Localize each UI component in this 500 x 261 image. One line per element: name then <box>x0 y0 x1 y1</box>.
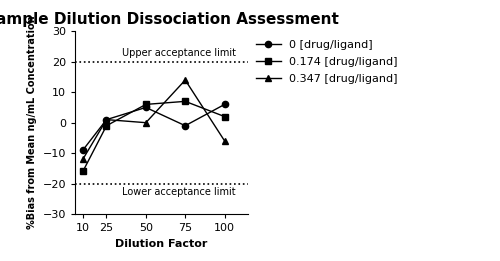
0.347 [drug/ligand] <box>182 79 188 82</box>
0.347 [drug/ligand] <box>80 158 86 161</box>
0.347 [drug/ligand] <box>104 118 110 121</box>
0 [drug/ligand] <box>104 118 110 121</box>
0.174 [drug/ligand] <box>182 100 188 103</box>
0 [drug/ligand] <box>182 124 188 127</box>
0.174 [drug/ligand] <box>143 103 149 106</box>
Legend: 0 [drug/ligand], 0.174 [drug/ligand], 0.347 [drug/ligand]: 0 [drug/ligand], 0.174 [drug/ligand], 0.… <box>252 35 402 88</box>
0.174 [drug/ligand] <box>222 115 228 118</box>
Line: 0 [drug/ligand]: 0 [drug/ligand] <box>80 101 228 153</box>
Title: Sample Dilution Dissociation Assessment: Sample Dilution Dissociation Assessment <box>0 12 338 27</box>
0.174 [drug/ligand] <box>104 124 110 127</box>
0 [drug/ligand] <box>143 106 149 109</box>
0 [drug/ligand] <box>222 103 228 106</box>
Line: 0.174 [drug/ligand]: 0.174 [drug/ligand] <box>80 98 228 175</box>
Y-axis label: %Bias from Mean ng/mL Concentration: %Bias from Mean ng/mL Concentration <box>27 16 37 229</box>
Text: Upper acceptance limit: Upper acceptance limit <box>122 48 236 58</box>
X-axis label: Dilution Factor: Dilution Factor <box>116 239 208 249</box>
Line: 0.347 [drug/ligand]: 0.347 [drug/ligand] <box>80 77 228 162</box>
0.174 [drug/ligand] <box>80 170 86 173</box>
0 [drug/ligand] <box>80 149 86 152</box>
0.347 [drug/ligand] <box>143 121 149 124</box>
0.347 [drug/ligand] <box>222 139 228 143</box>
Text: Lower acceptance limit: Lower acceptance limit <box>122 187 236 197</box>
